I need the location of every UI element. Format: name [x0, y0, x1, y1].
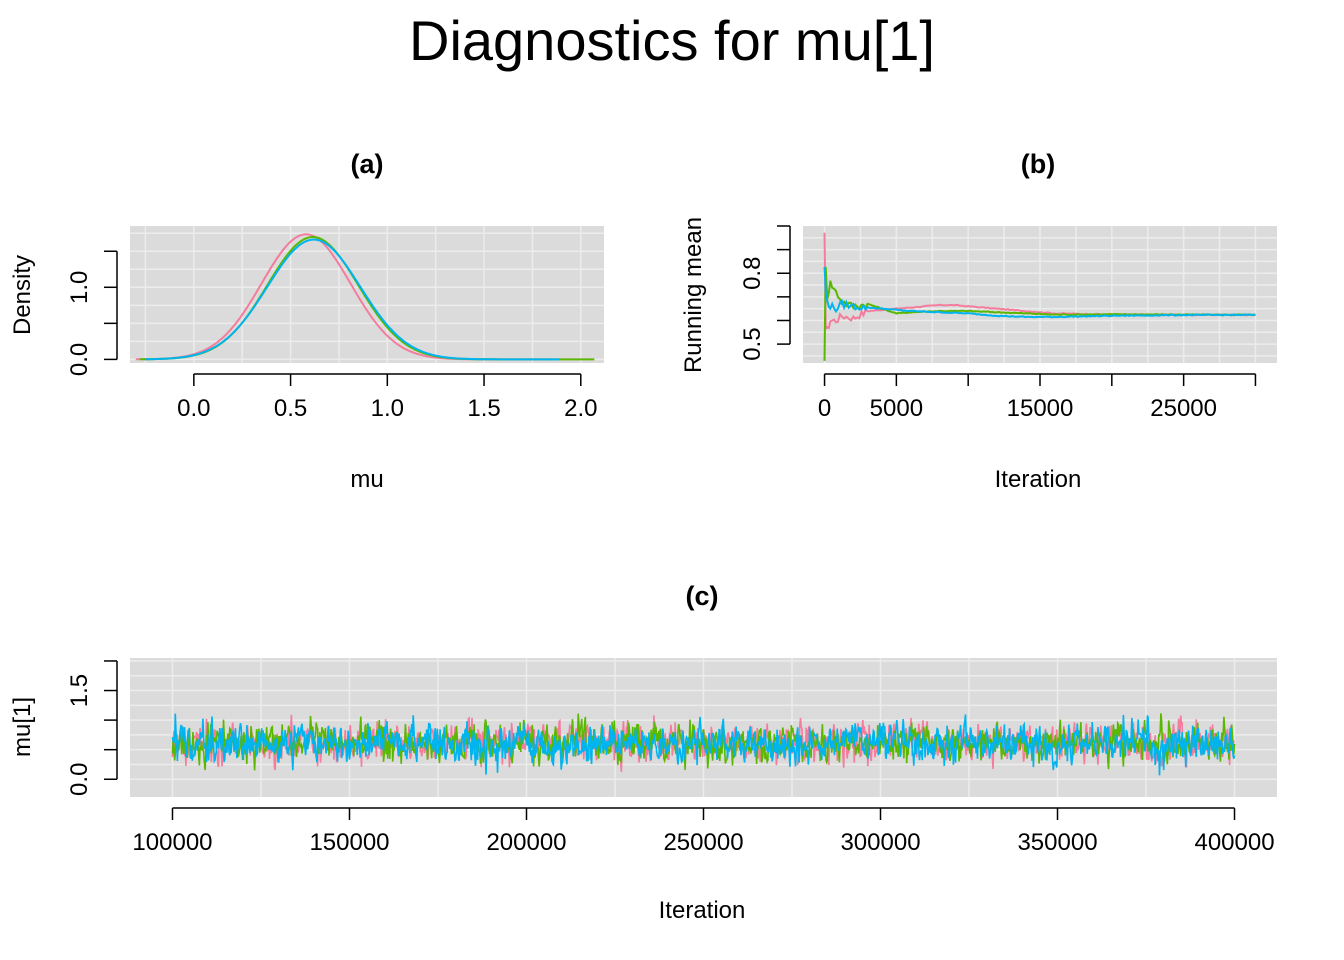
- panel-b-grid: [803, 226, 1277, 363]
- panel-a-ylabel: Density: [9, 255, 36, 335]
- x-tick-label: 5000: [870, 395, 923, 422]
- x-tick-label: 0.5: [274, 395, 307, 422]
- x-tick-label: 300000: [840, 829, 920, 856]
- y-tick-label: 1.0: [66, 271, 93, 304]
- panel-b-axes: 0 5000 15000 25000 0.5 0.8: [739, 225, 1257, 422]
- panel-c-axes: 100000 150000 200000 250000 300000 350000 4000…: [66, 660, 1275, 856]
- x-tick-label: 2.0: [564, 395, 597, 422]
- x-tick-label: 0.0: [177, 395, 210, 422]
- x-tick-label: 250000: [663, 829, 743, 856]
- panel-a: (a) 0.0 0.5 1.0 1.5 2.0 0.0 1.0 mu Density: [9, 149, 604, 493]
- x-tick-label: 350000: [1017, 829, 1097, 856]
- density-curve-chain-3: [145, 238, 560, 361]
- panel-a-curves: [135, 233, 595, 361]
- x-tick-label: 100000: [132, 829, 212, 856]
- panel-b-xlabel: Iteration: [995, 466, 1082, 493]
- x-tick-label: 400000: [1194, 829, 1274, 856]
- x-tick-label: 150000: [309, 829, 389, 856]
- trace-chain-2: [171, 713, 1236, 771]
- panel-b: (b) 0 5000 15000 25000 0.5 0.8 Iteration Runn…: [680, 149, 1277, 493]
- panel-b-title: (b): [1021, 149, 1055, 179]
- panel-a-xlabel: mu: [350, 466, 383, 493]
- panel-a-background: [130, 226, 604, 363]
- x-tick-label: 0: [818, 395, 831, 422]
- y-tick-label: 0.8: [739, 257, 766, 290]
- x-tick-label: 1.0: [371, 395, 404, 422]
- panel-a-title: (a): [351, 149, 384, 179]
- panel-c-title: (c): [686, 581, 719, 611]
- panel-b-ylabel: Running mean: [680, 217, 707, 373]
- panel-c: (c) 100000 150000 200000 250000 300000 350000…: [9, 581, 1277, 924]
- y-tick-label: 0.0: [66, 763, 93, 796]
- y-tick-label: 1.5: [66, 674, 93, 707]
- trace-chain-3: [171, 713, 1236, 776]
- figure-title: Diagnostics for mu[1]: [409, 9, 935, 72]
- x-tick-label: 15000: [1007, 395, 1074, 422]
- panel-c-xlabel: Iteration: [659, 897, 746, 924]
- panel-c-curves: [171, 713, 1236, 776]
- x-tick-label: 25000: [1150, 395, 1217, 422]
- panel-b-curves: [823, 232, 1256, 361]
- x-tick-label: 200000: [486, 829, 566, 856]
- panel-a-axes: 0.0 0.5 1.0 1.5 2.0 0.0 1.0: [66, 250, 597, 422]
- running-mean-chain-3: [823, 267, 1256, 319]
- y-tick-label: 0.5: [739, 327, 766, 360]
- y-tick-label: 0.0: [66, 343, 93, 376]
- panel-c-ylabel: mu[1]: [9, 697, 36, 757]
- x-tick-label: 1.5: [467, 395, 500, 422]
